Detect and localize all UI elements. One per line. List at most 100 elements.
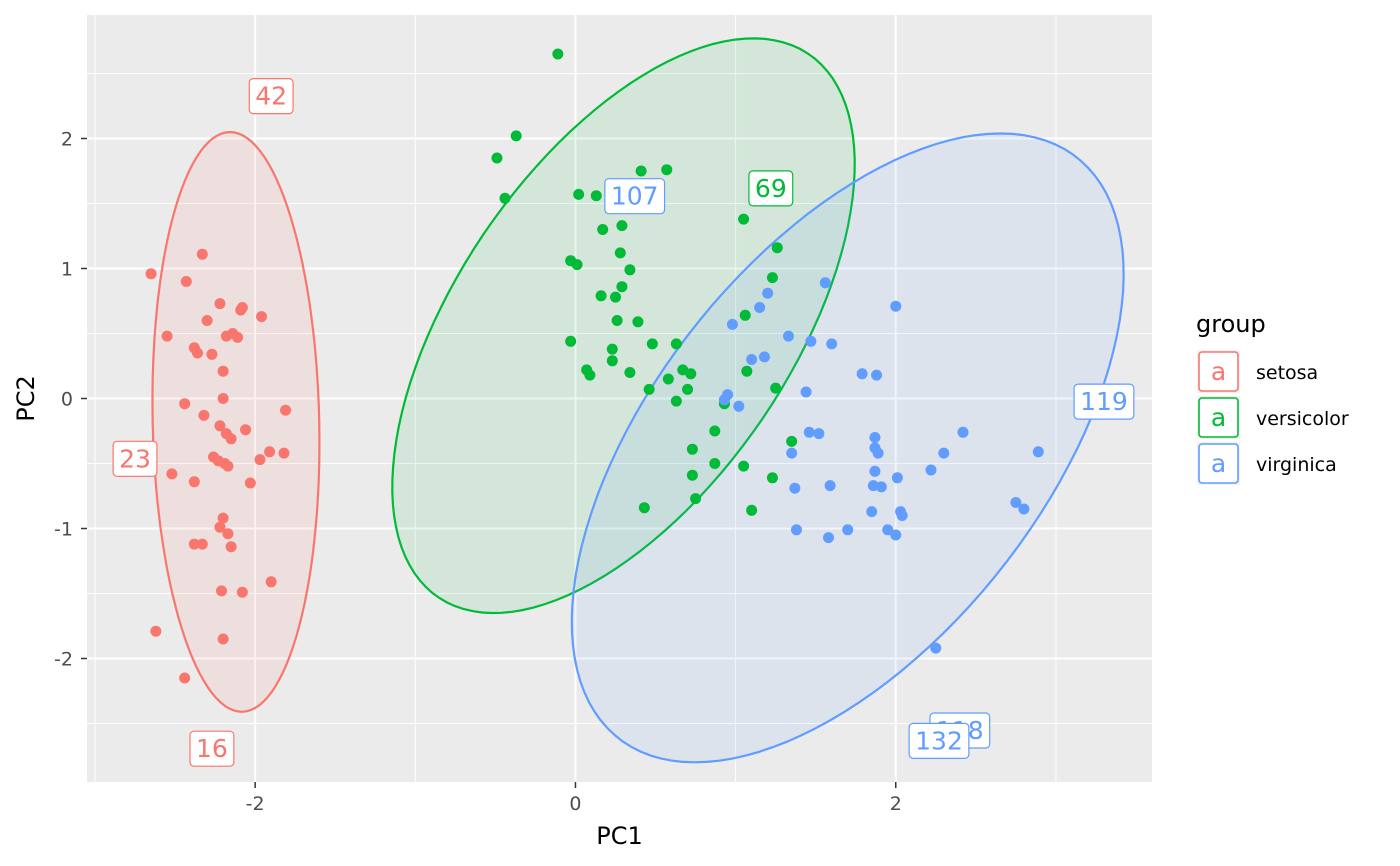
legend-key-setosa: a	[1197, 350, 1240, 393]
point-virginica	[824, 480, 836, 492]
point-versicolor	[661, 164, 673, 176]
point-label-box	[908, 722, 970, 760]
legend-key-versicolor: a	[1197, 396, 1240, 439]
point-versicolor	[662, 373, 674, 385]
point-label: 23	[112, 440, 158, 477]
point-versicolor	[685, 368, 697, 380]
point-setosa	[179, 672, 191, 684]
point-label: 132	[908, 722, 970, 760]
point-versicolor	[682, 383, 694, 395]
point-setosa	[166, 468, 178, 480]
point-versicolor	[741, 365, 753, 377]
point-label-text: 16	[196, 734, 228, 763]
legend-key-box	[1198, 397, 1239, 438]
point-setosa	[222, 528, 234, 540]
point-virginica	[842, 524, 854, 536]
point-versicolor	[670, 395, 682, 407]
point-label: 69	[748, 170, 794, 207]
ellipse-setosa	[151, 130, 321, 713]
point-versicolor	[739, 309, 751, 321]
point-setosa	[244, 477, 256, 489]
point-virginica	[803, 426, 815, 438]
point-versicolor	[510, 130, 522, 142]
point-virginica	[822, 532, 834, 544]
point-virginica	[869, 432, 881, 443]
point-setosa	[206, 348, 218, 360]
point-versicolor	[738, 460, 750, 472]
y-axis-title: PC2	[12, 375, 40, 422]
point-versicolor	[571, 259, 583, 271]
point-versicolor	[770, 382, 782, 394]
point-virginica	[1018, 503, 1030, 515]
point-versicolor	[635, 165, 647, 177]
point-setosa	[254, 454, 266, 466]
legend-label-virginica: virginica	[1256, 454, 1337, 476]
point-setosa	[201, 315, 213, 326]
point-virginica	[891, 472, 903, 484]
point-virginica	[726, 318, 738, 330]
point-setosa	[217, 365, 229, 377]
x-axis-title: PC1	[596, 822, 643, 850]
point-virginica	[786, 447, 798, 459]
point-setosa	[256, 311, 268, 323]
point-setosa	[145, 268, 157, 280]
point-setosa	[278, 447, 290, 459]
point-versicolor	[709, 425, 721, 437]
y-tick-label: 2	[61, 129, 73, 151]
point-virginica	[875, 481, 887, 493]
legend-key-box	[1198, 351, 1239, 392]
data-points	[145, 48, 1044, 684]
point-setosa	[217, 633, 229, 645]
point-versicolor	[616, 220, 628, 232]
legend-key-glyph: a	[1211, 357, 1226, 386]
point-virginica	[790, 524, 802, 536]
point-setosa	[280, 404, 292, 416]
point-setosa	[240, 424, 252, 436]
ellipse-virginica	[570, 132, 1125, 764]
point-virginica	[805, 335, 817, 347]
point-virginica	[856, 368, 868, 380]
point-setosa	[192, 347, 204, 359]
legend-label-setosa: setosa	[1256, 362, 1318, 384]
point-label-text: 23	[119, 444, 151, 473]
legend-key-glyph: a	[1211, 449, 1226, 478]
point-virginica	[938, 447, 950, 459]
point-versicolor	[595, 290, 607, 302]
point-setosa	[161, 330, 173, 342]
point-virginica	[1010, 497, 1022, 508]
legend-key-glyph: a	[1211, 403, 1226, 432]
point-setosa	[222, 460, 234, 472]
point-versicolor	[573, 188, 585, 200]
point-setosa	[214, 298, 226, 310]
point-virginica	[1032, 446, 1044, 458]
point-setosa	[235, 304, 247, 316]
point-labels: 42231669107119118132	[112, 77, 1135, 767]
point-virginica	[882, 524, 894, 536]
legend-key-virginica: a	[1197, 442, 1240, 485]
point-versicolor	[786, 435, 798, 447]
point-versicolor	[690, 493, 702, 505]
point-setosa	[225, 433, 237, 445]
point-virginica	[925, 464, 937, 476]
point-setosa	[264, 446, 276, 458]
point-virginica	[890, 300, 902, 312]
point-label-text: 42	[255, 82, 287, 111]
point-label-box	[604, 178, 666, 215]
point-versicolor	[646, 338, 658, 350]
point-virginica	[800, 386, 812, 398]
point-virginica	[718, 394, 730, 406]
point-virginica	[869, 465, 881, 477]
point-setosa	[214, 420, 226, 432]
point-versicolor	[609, 291, 621, 303]
point-setosa	[150, 625, 162, 637]
point-label: 119	[1073, 383, 1135, 420]
point-label: 42	[248, 77, 294, 115]
point-versicolor	[746, 504, 758, 516]
point-setosa	[217, 512, 229, 524]
point-virginica	[758, 351, 770, 363]
point-virginica	[957, 426, 969, 438]
x-tick-label: 2	[890, 793, 902, 815]
point-virginica	[866, 506, 878, 518]
point-versicolor	[632, 316, 644, 328]
point-setosa	[236, 586, 248, 598]
